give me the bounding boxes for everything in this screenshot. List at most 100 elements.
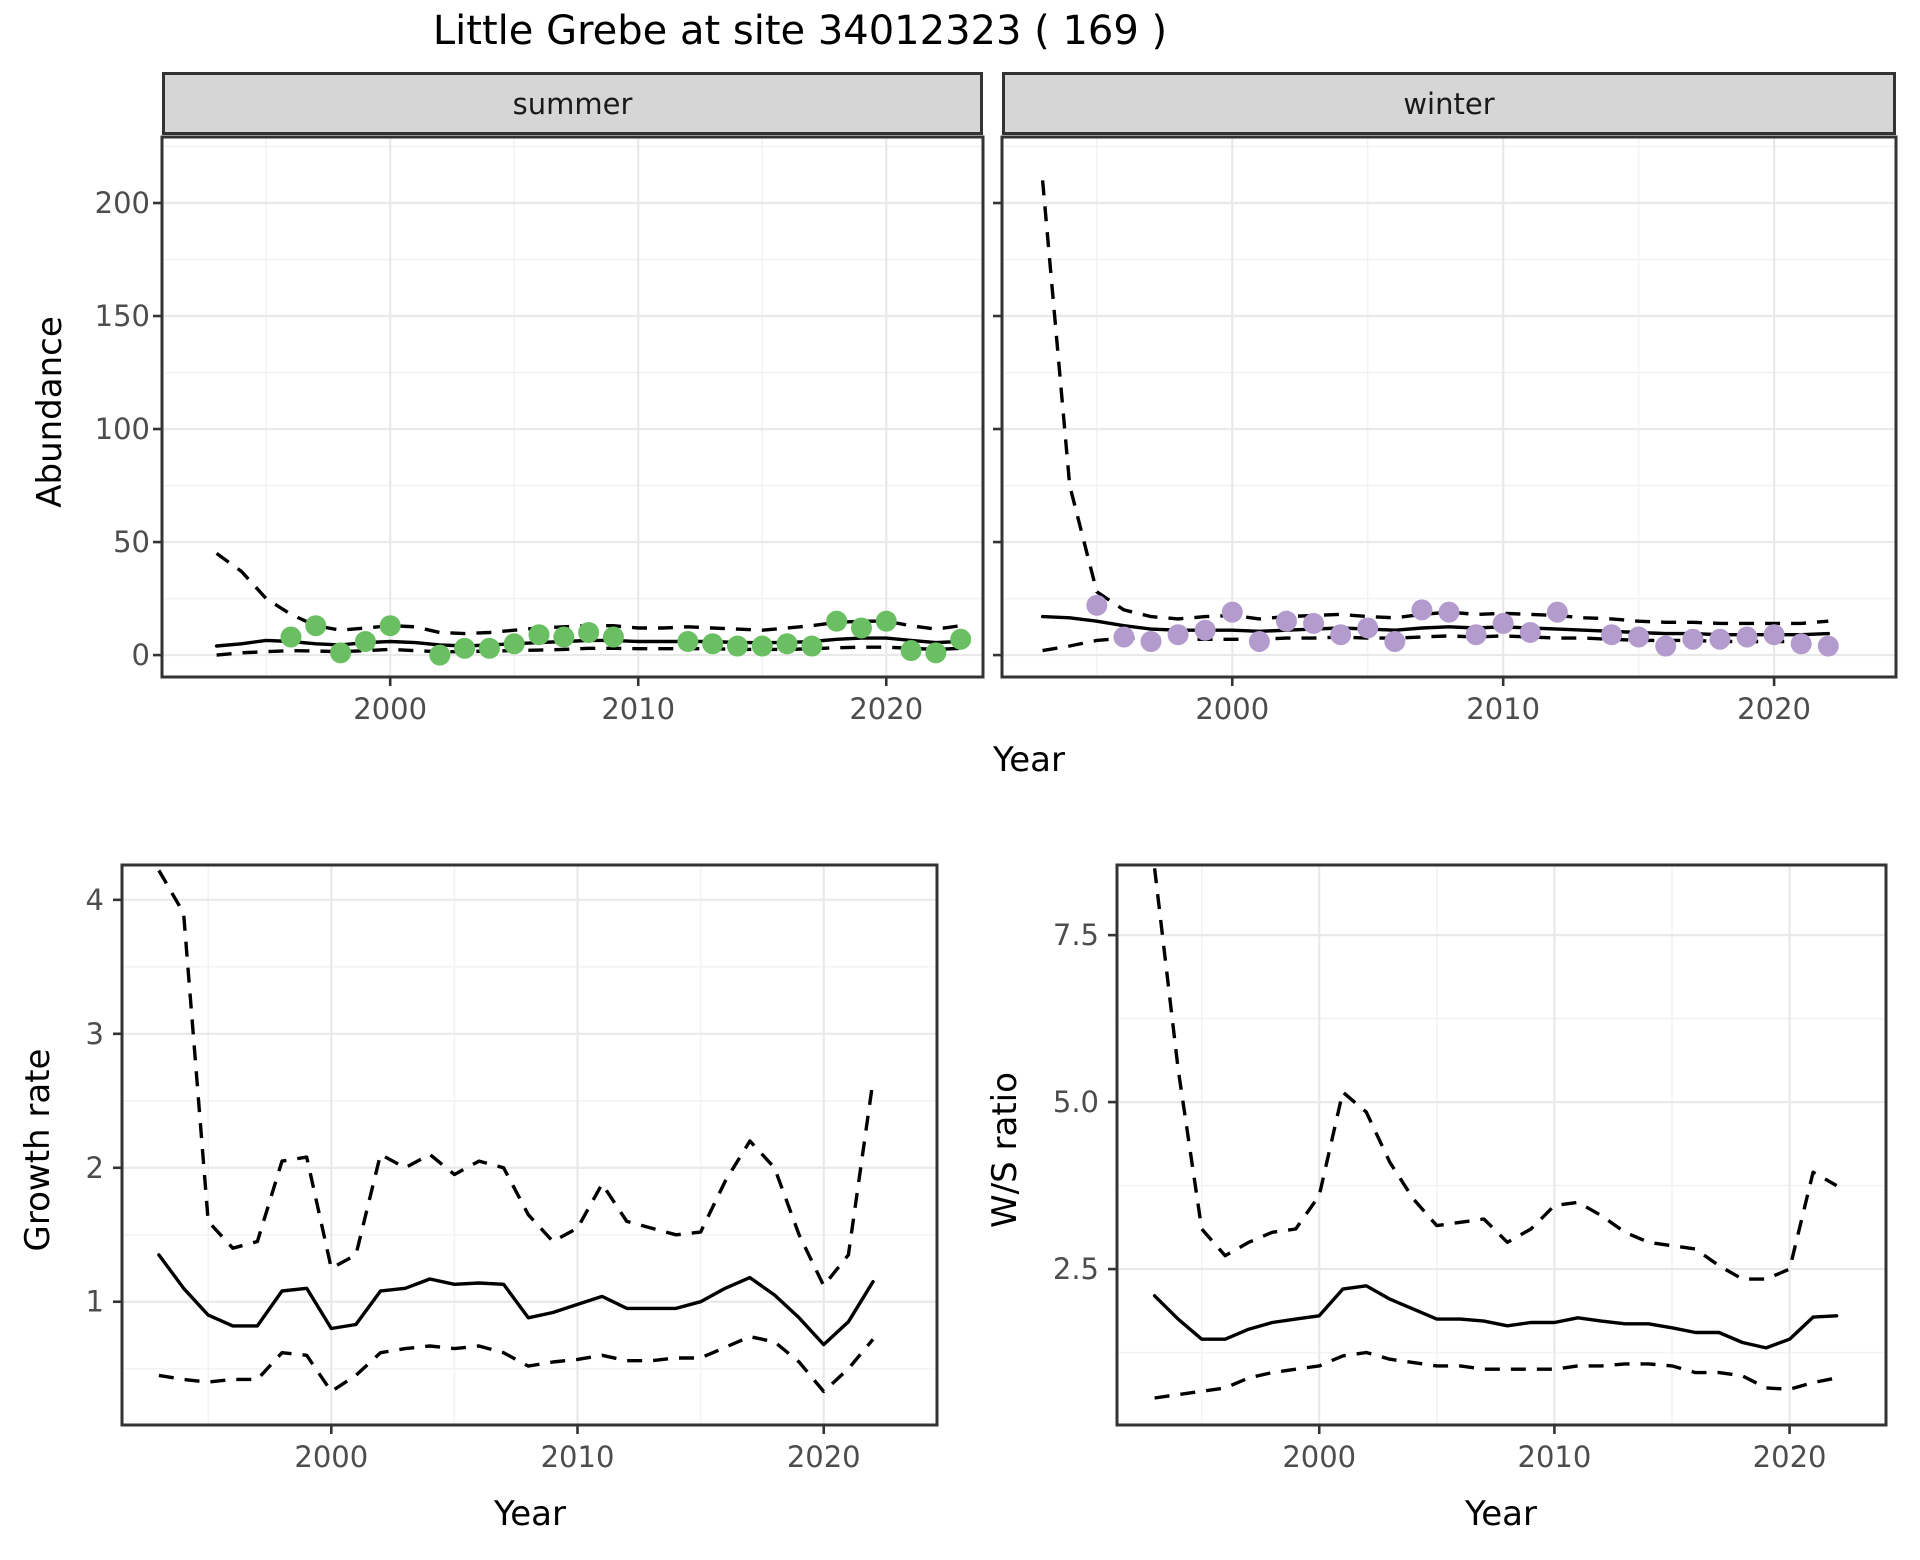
y-tick-label: 2.5: [1053, 1252, 1099, 1286]
data-point: [528, 624, 550, 646]
y-tick-label: 50: [113, 525, 150, 559]
data-point: [1817, 635, 1839, 657]
y-tick-label: 100: [95, 412, 150, 446]
x-tick-label: 2020: [849, 692, 923, 726]
data-point: [354, 631, 376, 653]
data-point: [1709, 628, 1731, 650]
data-point: [1357, 617, 1379, 639]
data-point: [1194, 619, 1216, 641]
data-point: [602, 626, 624, 648]
data-point: [1303, 612, 1325, 634]
x-tick-label: 2020: [1753, 1440, 1827, 1474]
data-point: [1167, 624, 1189, 646]
data-point: [379, 615, 401, 637]
fit-line: [1040, 614, 1831, 637]
data-point: [1492, 612, 1514, 634]
y-tick-label: 1: [86, 1285, 104, 1319]
x-tick-label: 2000: [294, 1440, 368, 1474]
data-point: [503, 633, 525, 655]
data-point: [850, 617, 872, 639]
x-tick-label: 2000: [353, 692, 427, 726]
data-point: [1411, 599, 1433, 621]
data-point: [1790, 633, 1812, 655]
panel-border: [120, 863, 939, 1427]
x-tick-label: 2010: [1518, 1440, 1592, 1474]
y-tick-label: 3: [86, 1017, 104, 1051]
y-tick-label: 2: [86, 1151, 104, 1185]
data-point: [1113, 626, 1135, 648]
data-point: [578, 621, 600, 643]
data-point: [801, 635, 823, 657]
upper-ci-line: [215, 552, 961, 636]
data-point: [305, 615, 327, 637]
x-tick-label: 2020: [1737, 692, 1811, 726]
lower-ci-line: [1154, 1350, 1837, 1400]
data-point: [726, 635, 748, 657]
y-tick-label: 4: [86, 883, 104, 917]
data-point: [900, 640, 922, 662]
fit-line: [1152, 1284, 1839, 1350]
data-point: [875, 610, 897, 632]
x-tick-label: 2010: [541, 1440, 615, 1474]
lower-ci-line: [216, 645, 961, 657]
y-tick-label: 150: [95, 299, 150, 333]
upper-ci-line: [157, 869, 875, 1288]
facet-strip-winter-label: winter: [1403, 86, 1495, 121]
data-point: [1628, 626, 1650, 648]
data-point: [1330, 624, 1352, 646]
data-point: [1384, 631, 1406, 653]
lower-ci-line: [158, 1334, 875, 1394]
data-point: [1438, 601, 1460, 623]
panel-growth-rate: 2000 2010 2020 1 2 3 4: [86, 863, 939, 1474]
data-point: [1248, 631, 1270, 653]
x-axis-title-ws: Year: [1465, 1494, 1537, 1534]
upper-ci-line: [1152, 868, 1838, 1281]
facet-strip-winter: winter: [1002, 72, 1896, 135]
panel-abundance-summer: 2000 2010 2020 0 50 100 150 200: [95, 135, 985, 726]
x-tick-label: 2000: [1195, 692, 1269, 726]
data-point: [478, 637, 500, 659]
data-point: [1086, 594, 1108, 616]
upper-ci-line: [1040, 180, 1829, 626]
data-point: [1601, 624, 1623, 646]
data-point: [751, 635, 773, 657]
data-point: [950, 628, 972, 650]
data-point: [1655, 635, 1677, 657]
data-point: [1275, 610, 1297, 632]
series-group: [1040, 180, 1839, 657]
facet-strip-summer: summer: [162, 72, 983, 135]
data-point: [1682, 628, 1704, 650]
figure-title: Little Grebe at site 34012323 ( 169 ): [432, 8, 1168, 54]
x-tick-label: 2010: [601, 692, 675, 726]
data-point: [1546, 601, 1568, 623]
data-point: [330, 642, 352, 664]
data-point: [702, 633, 724, 655]
panel-border: [1115, 863, 1888, 1427]
x-tick-label: 2000: [1282, 1440, 1356, 1474]
y-tick-label: 0: [132, 638, 150, 672]
x-axis-title-top: Year: [993, 740, 1065, 780]
series-group: [1152, 868, 1839, 1400]
y-tick-label: 5.0: [1053, 1085, 1099, 1119]
panel-border: [160, 135, 985, 679]
data-point: [1763, 624, 1785, 646]
fit-line: [157, 1253, 875, 1347]
panel-abundance-winter: 2000 2010 2020: [993, 135, 1898, 726]
x-axis-title-growth: Year: [494, 1494, 566, 1534]
facet-strip-summer-label: summer: [512, 86, 633, 121]
series-group: [157, 869, 875, 1394]
x-tick-label: 2010: [1466, 692, 1540, 726]
data-point: [454, 637, 476, 659]
x-tick-label: 2020: [787, 1440, 861, 1474]
panel-border: [1000, 135, 1898, 679]
data-point: [925, 642, 947, 664]
data-point: [826, 610, 848, 632]
panel-ws-ratio: 2000 2010 2020 2.5 5.0 7.5: [1053, 863, 1888, 1474]
data-point: [1736, 626, 1758, 648]
data-point: [280, 626, 302, 648]
y-tick-label: 7.5: [1053, 918, 1099, 952]
data-point: [1465, 624, 1487, 646]
data-point: [677, 631, 699, 653]
